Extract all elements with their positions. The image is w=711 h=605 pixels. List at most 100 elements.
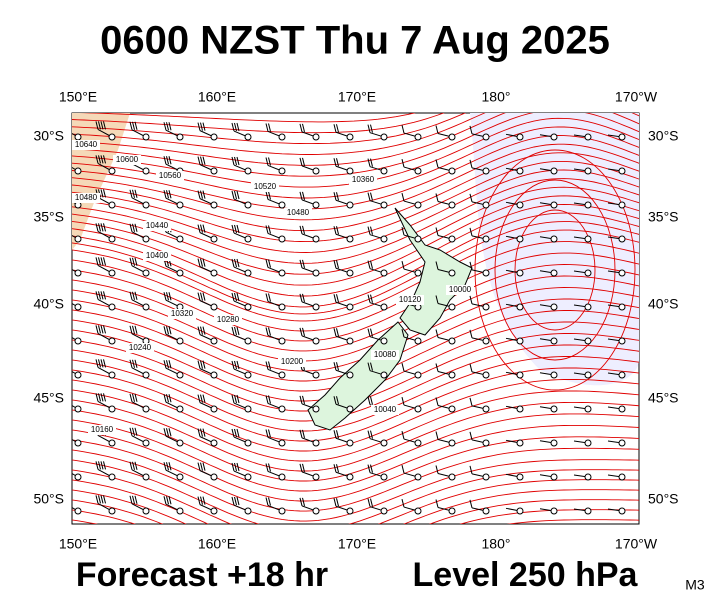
- barb: [134, 461, 138, 470]
- barb: [95, 325, 99, 334]
- contour-label-box: [72, 193, 100, 203]
- barb-station: [482, 371, 490, 379]
- barb: [103, 291, 106, 300]
- barb: [299, 191, 303, 200]
- barb-station: [142, 235, 150, 243]
- barb-station: [448, 303, 456, 311]
- barb: [333, 396, 337, 405]
- barb-station: [210, 439, 218, 447]
- barb-station: [108, 507, 116, 515]
- barb: [197, 190, 201, 199]
- barb: [333, 362, 337, 371]
- barb-station: [176, 201, 184, 209]
- barb-station: [312, 133, 320, 141]
- barb-station: [210, 269, 218, 277]
- barb-station: [108, 439, 116, 447]
- lat-label: 50°S: [33, 491, 64, 507]
- barb-station: [278, 303, 286, 311]
- barb: [367, 498, 371, 507]
- barb: [103, 257, 106, 266]
- barb: [132, 121, 135, 130]
- barb-station: [74, 405, 82, 413]
- lat-label: 30°S: [648, 128, 679, 144]
- forecast-label: Forecast +18 hr: [76, 556, 328, 594]
- barb-station: [346, 235, 354, 243]
- barb: [95, 393, 99, 402]
- barb: [236, 360, 240, 370]
- barb: [132, 359, 135, 368]
- barb: [299, 157, 303, 166]
- contour-label-box: [371, 405, 399, 415]
- barb: [370, 158, 373, 167]
- barb: [95, 223, 99, 232]
- barb-station: [244, 303, 252, 311]
- barb: [103, 223, 106, 232]
- barb: [134, 325, 138, 334]
- barb: [401, 328, 405, 338]
- contour: [72, 459, 639, 524]
- barb: [435, 397, 439, 406]
- barb: [166, 394, 169, 403]
- barb: [202, 292, 206, 301]
- contour-label-box: [88, 425, 116, 435]
- barb-station: [414, 507, 422, 515]
- barb: [370, 430, 373, 439]
- barb: [333, 124, 337, 133]
- barb-station: [516, 201, 524, 209]
- barb: [367, 430, 371, 439]
- barb-station: [448, 439, 456, 447]
- barb: [134, 291, 138, 300]
- barb: [202, 122, 206, 131]
- barb: [302, 157, 305, 166]
- barb-station: [618, 473, 626, 481]
- barb-station: [584, 371, 592, 379]
- barb-station: [380, 473, 388, 481]
- contour-label-box: [143, 251, 171, 261]
- barb-station: [550, 439, 558, 447]
- contour-label: 10560: [159, 171, 182, 180]
- barb: [236, 462, 240, 472]
- barb-station: [482, 337, 490, 345]
- barb-station: [482, 269, 490, 277]
- lon-label: 170°W: [615, 536, 658, 552]
- barb: [197, 224, 201, 233]
- contour-label-box: [251, 182, 279, 192]
- barb: [200, 292, 203, 301]
- barb-station: [312, 439, 320, 447]
- barb: [100, 461, 104, 470]
- barb: [132, 393, 135, 402]
- barb: [98, 121, 101, 130]
- barb: [95, 121, 99, 130]
- barb: [435, 227, 439, 236]
- barb: [336, 260, 339, 269]
- contour-label-box: [396, 295, 424, 305]
- barb: [132, 257, 135, 266]
- barb: [231, 428, 235, 438]
- contour: [72, 160, 639, 243]
- barb-station: [176, 235, 184, 243]
- barb: [302, 395, 305, 404]
- barb-station: [380, 507, 388, 515]
- contour-label: 10160: [91, 425, 114, 434]
- barb: [370, 294, 373, 303]
- barb: [100, 257, 104, 266]
- lon-label: 180°: [482, 89, 511, 105]
- barb-station: [244, 337, 252, 345]
- barb: [234, 224, 237, 234]
- barb-station: [108, 269, 116, 277]
- contour-label-box: [284, 208, 312, 218]
- barb-station: [108, 167, 116, 175]
- barb-station: [74, 303, 82, 311]
- contour: [72, 252, 639, 342]
- barb: [370, 192, 373, 201]
- barb: [163, 292, 167, 301]
- barb-station: [414, 439, 422, 447]
- barb: [132, 495, 135, 504]
- barb: [200, 428, 203, 437]
- barb: [231, 496, 235, 506]
- lon-label: 170°E: [338, 89, 376, 105]
- barb: [265, 463, 269, 472]
- barb: [100, 121, 104, 130]
- barb: [370, 260, 373, 269]
